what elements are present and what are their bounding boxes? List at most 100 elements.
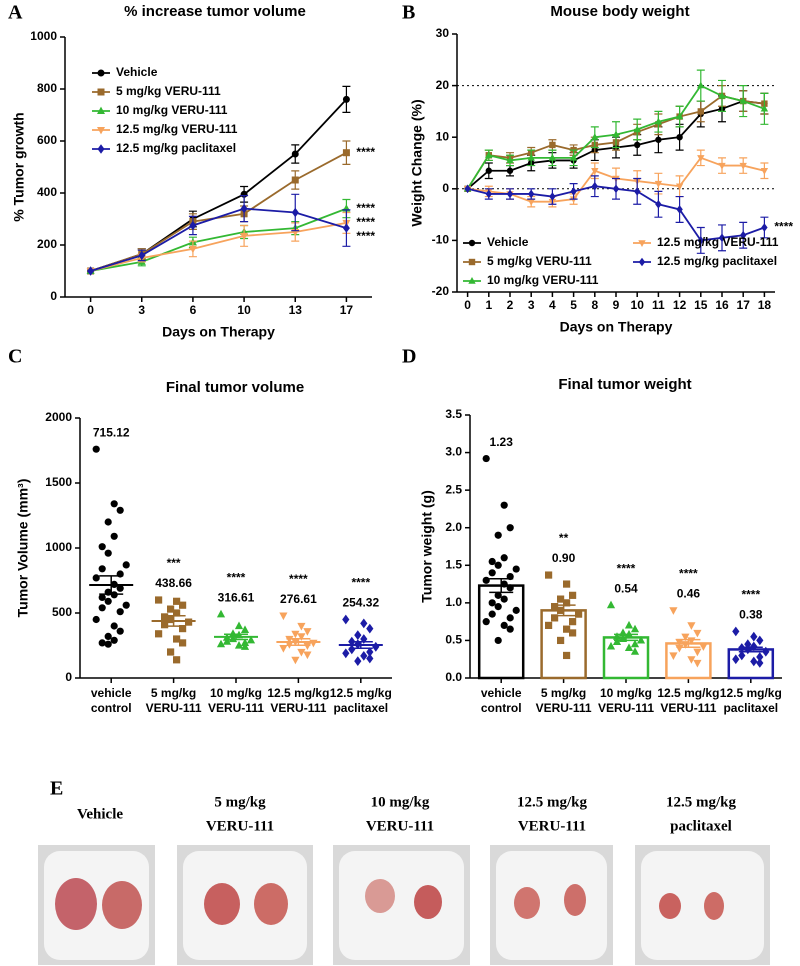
x-tick-label: 0 xyxy=(87,303,94,317)
marker xyxy=(750,656,758,667)
x-tick-label: VERU-111 xyxy=(270,701,326,715)
marker xyxy=(557,636,565,645)
marker xyxy=(506,156,514,164)
marker xyxy=(348,644,356,655)
marker xyxy=(104,597,112,605)
marker xyxy=(104,518,112,526)
x-tick-label: 4 xyxy=(549,298,556,312)
marker xyxy=(234,621,244,630)
marker xyxy=(545,621,553,629)
x-tick-label: 12 xyxy=(673,298,687,312)
marker xyxy=(563,625,571,633)
significance-label: **** xyxy=(227,570,246,584)
marker xyxy=(636,635,646,644)
photo-caption: VERU-111 xyxy=(518,818,586,834)
mean-label: 254.32 xyxy=(342,596,379,610)
legend-label: Vehicle xyxy=(487,235,529,249)
legend-label: 12.5 mg/kg paclitaxel xyxy=(657,254,777,268)
marker xyxy=(500,621,508,630)
marker xyxy=(591,168,599,175)
tumor xyxy=(55,878,97,930)
x-tick-label: 8 xyxy=(591,298,598,312)
dish xyxy=(641,851,764,960)
x-tick-label: paclitaxel xyxy=(723,701,778,715)
marker xyxy=(606,600,616,609)
x-tick-label: vehicle xyxy=(481,686,522,700)
marker xyxy=(548,153,557,161)
y-axis-label: Weight Change (%) xyxy=(409,99,425,226)
series-line xyxy=(90,207,347,272)
legend-label: 5 mg/kg VERU-111 xyxy=(487,254,592,268)
marker xyxy=(372,641,380,652)
marker xyxy=(342,95,350,103)
y-axis-label: % Tumor growth xyxy=(11,112,27,221)
error-bar xyxy=(161,615,186,627)
significance-label: **** xyxy=(679,567,698,581)
error-bar xyxy=(614,633,638,642)
dish xyxy=(496,851,607,960)
marker xyxy=(279,645,288,653)
mean-label: 276.61 xyxy=(280,592,317,606)
chart-title: % increase tumor volume xyxy=(124,3,306,20)
x-tick-label: VERU-111 xyxy=(660,701,716,715)
x-tick-label: 13 xyxy=(289,303,303,317)
marker xyxy=(675,183,684,191)
marker xyxy=(104,632,112,641)
marker xyxy=(342,149,350,157)
tumor xyxy=(659,893,681,919)
marker xyxy=(563,580,571,588)
legend-marker xyxy=(97,106,105,114)
marker xyxy=(98,543,106,551)
marker xyxy=(500,554,508,562)
marker xyxy=(222,637,232,645)
x-tick-label: 10 xyxy=(237,303,251,317)
y-tick-label: -20 xyxy=(432,284,450,298)
marker xyxy=(494,591,502,599)
y-tick-label: 1000 xyxy=(30,29,57,43)
marker xyxy=(482,454,490,463)
mean-label: 316.61 xyxy=(218,590,255,604)
marker xyxy=(342,223,350,233)
marker xyxy=(549,141,556,149)
x-axis-label: Days on Therapy xyxy=(162,324,275,340)
photo-caption: VERU-111 xyxy=(366,818,434,834)
panel-label: A xyxy=(8,2,23,24)
marker xyxy=(279,612,288,621)
y-tick-label: 0 xyxy=(50,289,57,303)
x-tick-label: 18 xyxy=(758,298,772,312)
marker xyxy=(116,608,124,616)
marker xyxy=(545,571,553,579)
y-tick-label: 3.5 xyxy=(445,407,462,421)
photo-caption: 12.5 mg/kg xyxy=(517,794,588,810)
tumor xyxy=(414,885,442,919)
marker xyxy=(291,207,299,218)
marker xyxy=(482,618,490,626)
marker xyxy=(303,642,312,650)
marker xyxy=(366,647,374,657)
x-tick-label: 12.5 mg/kg xyxy=(267,686,329,700)
mean-label: 0.54 xyxy=(614,581,638,595)
marker xyxy=(762,646,770,657)
marker xyxy=(500,501,508,509)
marker xyxy=(612,632,622,640)
marker xyxy=(630,647,640,655)
marker xyxy=(240,642,250,650)
marker xyxy=(563,599,571,607)
y-tick-label: 3.0 xyxy=(445,445,462,459)
marker xyxy=(756,635,764,646)
x-tick-label: 5 xyxy=(570,298,577,312)
y-tick-label: 400 xyxy=(37,185,57,199)
dish xyxy=(339,851,464,960)
marker xyxy=(563,651,571,660)
marker xyxy=(527,199,535,206)
significance-label: **** xyxy=(617,561,636,575)
significance-label: **** xyxy=(356,215,375,229)
legend-label: 12.5 mg/kg VERU-111 xyxy=(116,122,238,136)
significance-label: **** xyxy=(356,201,375,215)
marker xyxy=(718,91,726,99)
marker xyxy=(761,223,768,232)
marker xyxy=(122,601,130,609)
marker xyxy=(676,205,683,214)
photo-caption: VERU-111 xyxy=(206,818,274,834)
photo-caption: Vehicle xyxy=(77,806,123,822)
